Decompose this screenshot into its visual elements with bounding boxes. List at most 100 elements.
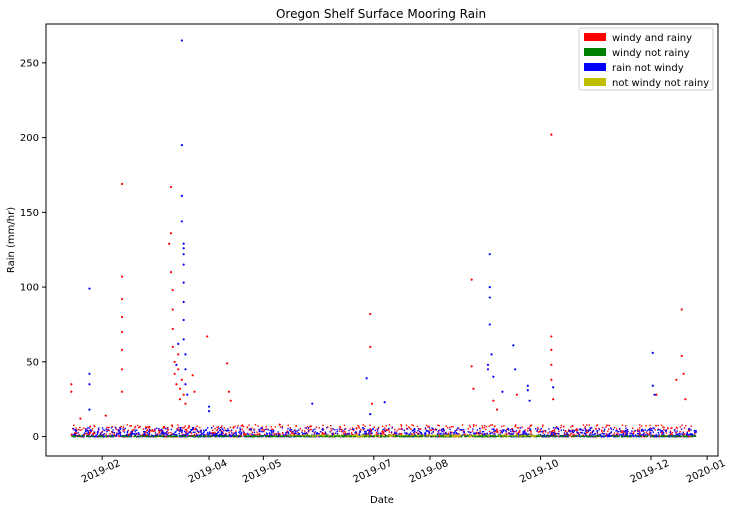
baseline-point: [87, 430, 89, 432]
baseline-point: [482, 435, 485, 437]
baseline-point: [649, 428, 651, 430]
baseline-point: [541, 435, 544, 438]
baseline-point: [652, 434, 654, 436]
baseline-point: [281, 427, 283, 429]
data-point: [120, 182, 124, 186]
baseline-point: [655, 433, 657, 436]
baseline-point: [248, 429, 250, 431]
baseline-point: [505, 435, 507, 438]
baseline-point: [412, 424, 415, 427]
baseline-point: [434, 428, 437, 430]
baseline-point: [364, 432, 366, 435]
baseline-point: [694, 433, 696, 435]
baseline-point: [449, 434, 451, 436]
baseline-point: [494, 429, 497, 432]
baseline-point: [632, 434, 635, 437]
baseline-point: [77, 432, 79, 434]
baseline-point: [272, 430, 274, 432]
baseline-point: [596, 431, 598, 433]
baseline-point: [385, 428, 388, 431]
baseline-point: [566, 431, 568, 434]
baseline-point: [157, 435, 160, 438]
baseline-point: [202, 435, 205, 438]
baseline-point: [464, 433, 467, 435]
baseline-point: [463, 433, 465, 436]
baseline-point: [486, 432, 489, 435]
baseline-point: [122, 428, 124, 430]
baseline-point: [450, 432, 452, 434]
baseline-point: [637, 428, 639, 431]
baseline-point: [134, 430, 136, 433]
baseline-point: [304, 430, 306, 432]
baseline-point: [325, 427, 328, 429]
baseline-point: [542, 435, 545, 437]
baseline-point: [143, 433, 146, 435]
baseline-point: [688, 428, 691, 431]
baseline-point: [449, 426, 451, 429]
baseline-point: [196, 435, 199, 438]
baseline-point: [508, 435, 511, 437]
data-point: [182, 242, 185, 245]
baseline-point: [360, 435, 362, 438]
baseline-point: [214, 428, 216, 430]
baseline-point: [115, 434, 118, 436]
baseline-point: [642, 433, 645, 436]
baseline-point: [341, 429, 343, 431]
baseline-point: [287, 435, 290, 438]
baseline-point: [71, 427, 74, 430]
baseline-point: [537, 434, 540, 436]
baseline-point: [467, 428, 470, 430]
baseline-point: [170, 432, 172, 434]
baseline-point: [123, 431, 126, 433]
baseline-point: [302, 433, 304, 435]
baseline-point: [306, 434, 308, 436]
baseline-point: [84, 433, 86, 435]
baseline-point: [346, 433, 349, 435]
baseline-point: [73, 435, 75, 437]
baseline-point: [275, 433, 277, 435]
baseline-point: [231, 434, 233, 437]
baseline-point: [368, 432, 370, 434]
baseline-point: [364, 435, 367, 437]
baseline-point: [657, 428, 660, 430]
baseline-point: [491, 432, 493, 434]
baseline-point: [123, 435, 125, 437]
baseline-point: [680, 428, 683, 430]
baseline-point: [119, 427, 121, 429]
baseline-point: [569, 431, 571, 433]
baseline-point: [647, 429, 650, 431]
baseline-point: [618, 428, 621, 431]
baseline-point: [607, 435, 610, 437]
baseline-point: [637, 433, 639, 435]
baseline-point: [332, 428, 334, 430]
baseline-point: [571, 435, 573, 437]
baseline-point: [537, 435, 540, 438]
baseline-point: [210, 427, 213, 429]
baseline-point: [242, 433, 245, 435]
baseline-point: [325, 433, 327, 435]
baseline-point: [326, 435, 328, 437]
data-point: [184, 353, 187, 356]
data-point: [680, 354, 683, 357]
baseline-point: [110, 431, 113, 433]
baseline-point: [95, 435, 97, 438]
baseline-point: [367, 434, 369, 436]
baseline-point: [494, 435, 497, 437]
baseline-point: [444, 435, 447, 438]
baseline-point: [644, 429, 646, 431]
baseline-point: [261, 429, 263, 431]
baseline-point: [90, 430, 93, 432]
baseline-point: [486, 435, 488, 437]
baseline-point: [467, 431, 470, 433]
baseline-point: [584, 428, 586, 430]
baseline-point: [320, 434, 323, 436]
x-axis-label: Date: [370, 495, 394, 506]
baseline-point: [521, 426, 523, 428]
baseline-point: [94, 432, 96, 434]
data-point: [488, 285, 491, 289]
baseline-point: [455, 432, 458, 434]
baseline-point: [581, 432, 584, 434]
baseline-point: [195, 433, 198, 435]
baseline-point: [322, 424, 324, 427]
